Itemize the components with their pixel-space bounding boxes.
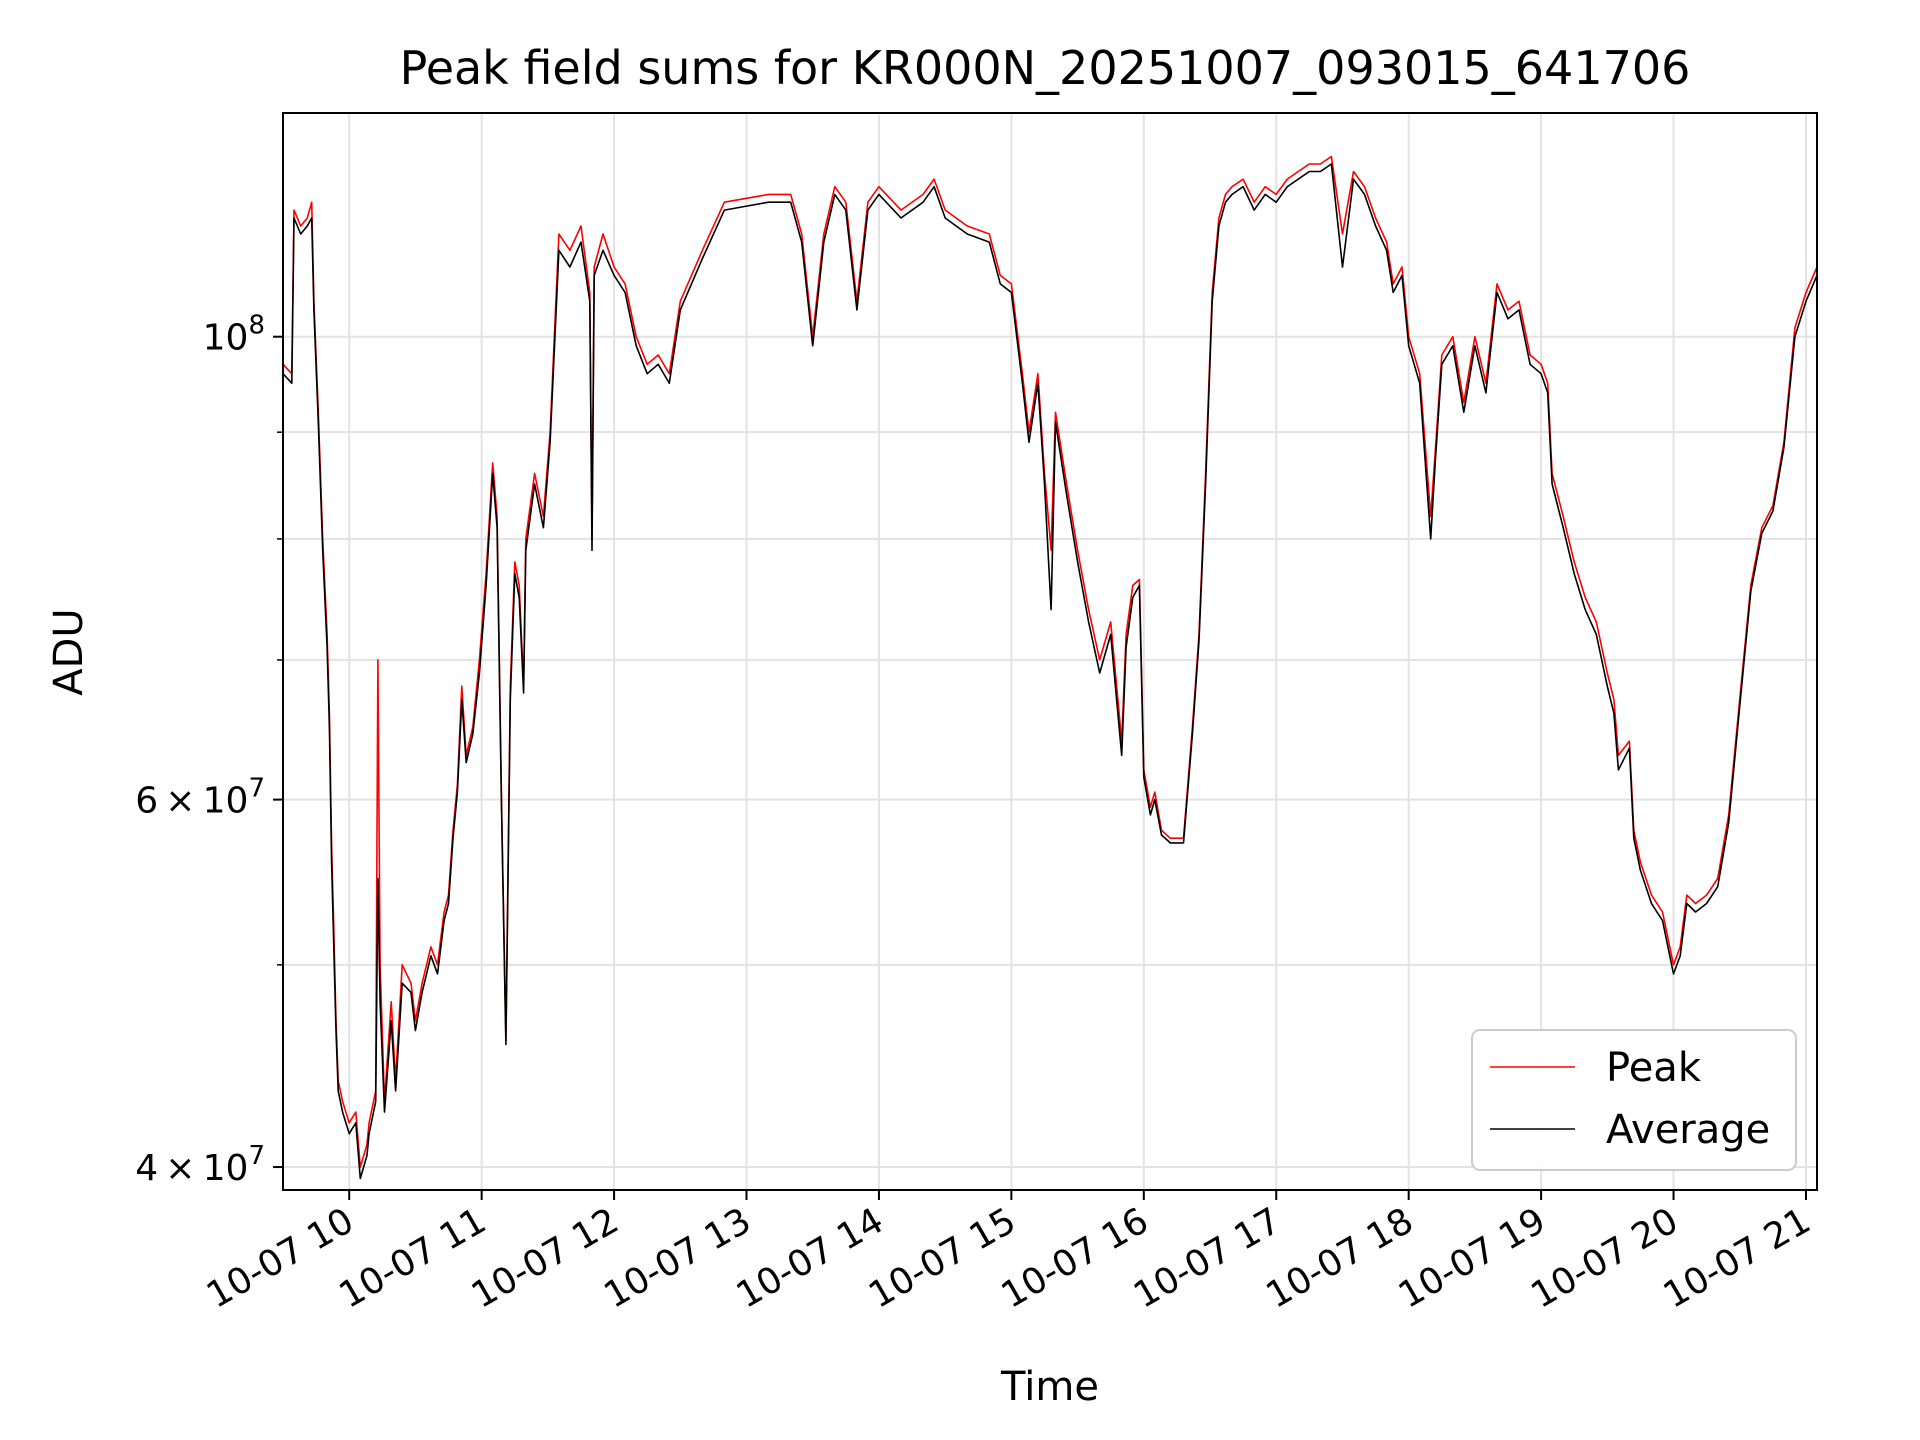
plot-frame [282,112,1818,1191]
y-axis-label: ADU [46,608,92,695]
y-tick-label: 6 × 107 [135,774,265,822]
y-tick-label: 4 × 107 [135,1141,265,1189]
x-axis-label: Time [1000,1364,1099,1410]
legend-box [1471,1029,1797,1171]
series-line-average [282,163,1818,1180]
series-layer [282,155,1818,1180]
legend-label-peak: Peak [1606,1045,1702,1091]
legend-label-average: Average [1606,1107,1770,1153]
y-tick-label: 108 [203,311,265,359]
legend: Peak Average [1471,1029,1797,1171]
chart-title: Peak field sums for KR000N_20251007_0930… [400,41,1691,95]
y-axis-ticks: 4 × 107 6 × 107 108 [135,311,283,1189]
series-line-peak [282,155,1818,1168]
